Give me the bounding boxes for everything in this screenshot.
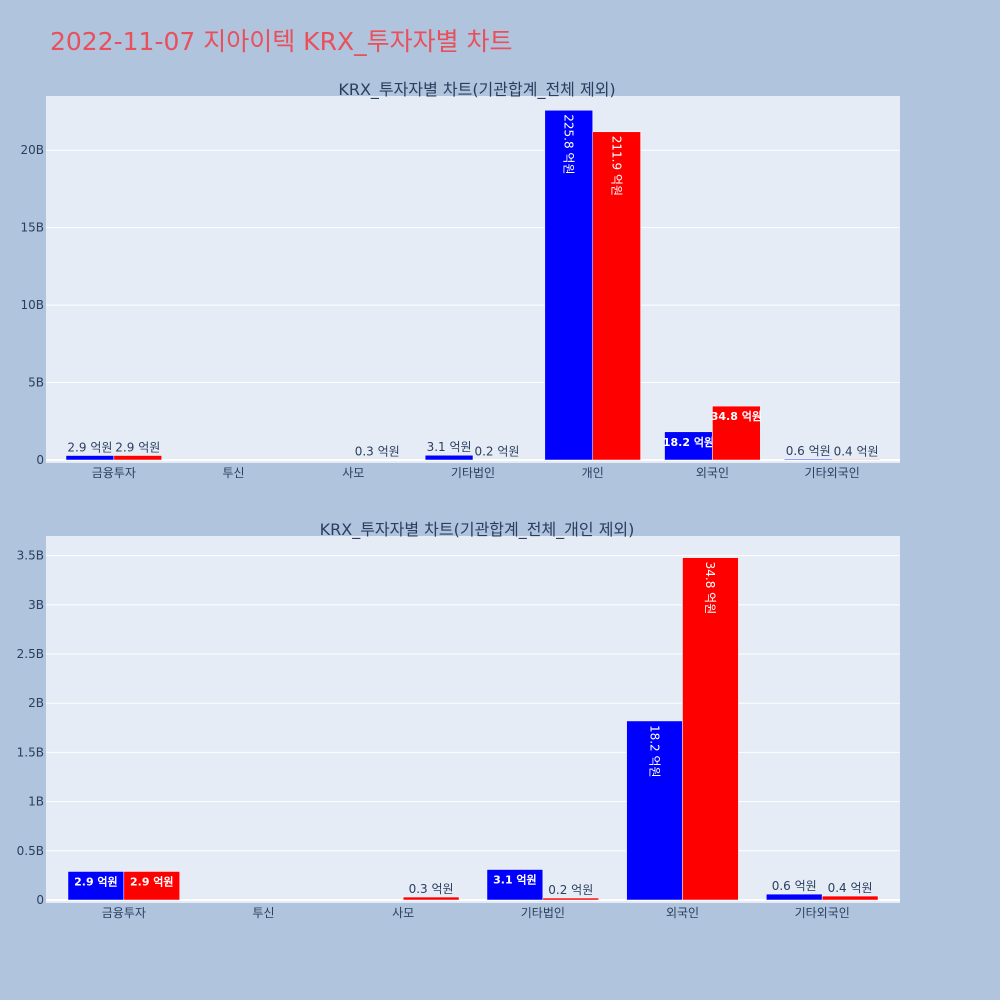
bar [486, 869, 544, 901]
x-tick-label: 사모 [342, 466, 364, 480]
y-tick-label: 0 [36, 893, 44, 907]
data-label: 0.4 억원 [834, 444, 879, 458]
y-tick-label: 1B [28, 795, 44, 809]
y-tick-label: 2.5B [17, 647, 44, 661]
bar [123, 871, 180, 901]
bar [626, 720, 683, 901]
x-tick-label: 외국인 [666, 906, 699, 920]
x-tick-label: 투신 [252, 906, 274, 920]
bar [784, 458, 833, 461]
data-label: 2.9 억원 [130, 874, 174, 888]
y-tick-label: 0 [36, 453, 44, 467]
data-label: 18.2 억원 [663, 435, 714, 449]
chart-1: 0 5B 10B 15B 20B KRX_투자자별 차트(기관합계_전체 제외) 금융투자 2… [20, 80, 900, 480]
chart-title: KRX_투자자별 차트(기관합계_전체 제외) [338, 80, 615, 100]
data-label: 0.3 억원 [355, 445, 400, 459]
data-label: 34.8 억원 [703, 562, 717, 615]
bar [831, 459, 881, 461]
data-label: 211.9 억원 [609, 136, 623, 196]
data-label: 225.8 억원 [562, 114, 576, 174]
bar [113, 455, 162, 461]
y-tick-label: 20B [20, 143, 44, 157]
bar [766, 893, 823, 901]
bar [544, 110, 593, 461]
data-label: 34.8 억원 [711, 409, 762, 423]
y-tick-label: 10B [20, 298, 44, 312]
chart-title: KRX_투자자별 차트(기관합계_전체_개인 제외) [320, 520, 635, 540]
y-tick-label: 3B [28, 598, 44, 612]
bar [424, 454, 474, 461]
page-title: 2022-11-07 지아이텍 KRX_투자자별 차트 [50, 27, 513, 56]
data-label: 3.1 억원 [493, 873, 537, 887]
x-tick-label: 기타외국인 [805, 466, 860, 480]
bar [821, 895, 879, 901]
data-label: 0.6 억원 [772, 879, 817, 893]
plot-background [46, 96, 900, 463]
bar [592, 131, 641, 461]
bar [542, 897, 599, 901]
y-tick-label: 5B [28, 376, 44, 390]
data-label: 0.6 억원 [786, 444, 831, 458]
x-tick-label: 금융투자 [92, 466, 136, 480]
data-label: 3.1 억원 [427, 440, 472, 454]
y-tick-label: 3.5B [17, 549, 44, 563]
y-tick-label: 1.5B [17, 745, 44, 759]
data-label: 0.2 억원 [474, 445, 519, 459]
x-tick-label: 기타외국인 [795, 906, 850, 920]
data-label: 2.9 억원 [67, 441, 112, 455]
data-label: 2.9 억원 [115, 441, 160, 455]
bar [65, 455, 115, 461]
plot-background [46, 536, 900, 903]
x-tick-label: 기타법인 [521, 906, 565, 920]
y-tick-label: 15B [20, 221, 44, 235]
y-tick-label: 2B [28, 696, 44, 710]
x-tick-label: 투신 [223, 466, 245, 480]
data-label: 18.2 억원 [647, 725, 661, 778]
x-tick-label: 개인 [582, 466, 604, 480]
x-tick-label: 금융투자 [102, 906, 146, 920]
x-tick-label: 사모 [392, 906, 414, 920]
data-label: 2.9 억원 [74, 874, 118, 888]
data-label: 0.3 억원 [409, 882, 454, 896]
bar [67, 871, 125, 901]
x-tick-label: 외국인 [696, 466, 729, 480]
bar [682, 557, 739, 901]
bar [712, 405, 761, 461]
y-tick-label: 0.5B [17, 844, 44, 858]
bar [402, 896, 460, 901]
data-label: 0.2 억원 [548, 883, 593, 897]
data-label: 0.4 억원 [828, 881, 873, 895]
x-tick-label: 기타법인 [451, 466, 495, 480]
chart-2: 0 0.5B 1B 1.5B 2B 2.5B 3B 3.5B KRX_투자자별 차트(기관합계_… [17, 520, 900, 920]
